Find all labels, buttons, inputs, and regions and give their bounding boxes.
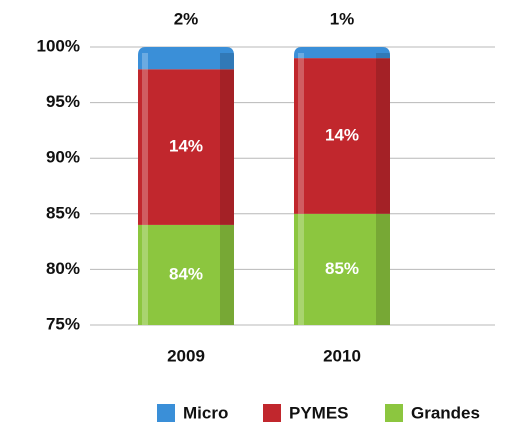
- x-tick-label: 2009: [167, 346, 205, 365]
- bar-segment: [138, 224, 234, 325]
- bar-segment: [138, 69, 234, 225]
- bar-highlight: [142, 224, 148, 325]
- legend-swatch: [385, 404, 403, 422]
- y-tick-label: 95%: [46, 92, 80, 111]
- data-label: 14%: [325, 125, 359, 144]
- bar-shade: [220, 53, 234, 70]
- bar-shade: [376, 213, 390, 325]
- bar-shade: [220, 224, 234, 325]
- bar-highlight: [142, 69, 148, 225]
- bar-shade: [376, 58, 390, 214]
- y-tick-label: 100%: [37, 36, 80, 55]
- y-tick-label: 75%: [46, 314, 80, 333]
- data-label: 1%: [330, 9, 355, 28]
- y-tick-label: 90%: [46, 148, 80, 167]
- data-label: 2%: [174, 9, 199, 28]
- x-tick-label: 2010: [323, 346, 361, 365]
- data-label: 84%: [169, 264, 203, 283]
- data-label: 14%: [169, 137, 203, 156]
- bar-segment: [294, 213, 390, 325]
- bar-segment: [138, 47, 234, 70]
- bar-highlight: [298, 213, 304, 325]
- y-tick-label: 80%: [46, 259, 80, 278]
- bar-highlight: [142, 53, 148, 70]
- y-tick-label: 85%: [46, 203, 80, 222]
- bar-segment: [294, 47, 390, 59]
- legend-label: Micro: [183, 403, 228, 422]
- bar-highlight: [298, 58, 304, 214]
- legend-label: Grandes: [411, 403, 480, 422]
- bar-shade: [220, 69, 234, 225]
- data-label: 85%: [325, 259, 359, 278]
- legend-swatch: [263, 404, 281, 422]
- bar-highlight: [298, 53, 304, 59]
- bar-segment: [294, 58, 390, 214]
- legend-label: PYMES: [289, 403, 349, 422]
- bar-shade: [376, 53, 390, 59]
- legend-swatch: [157, 404, 175, 422]
